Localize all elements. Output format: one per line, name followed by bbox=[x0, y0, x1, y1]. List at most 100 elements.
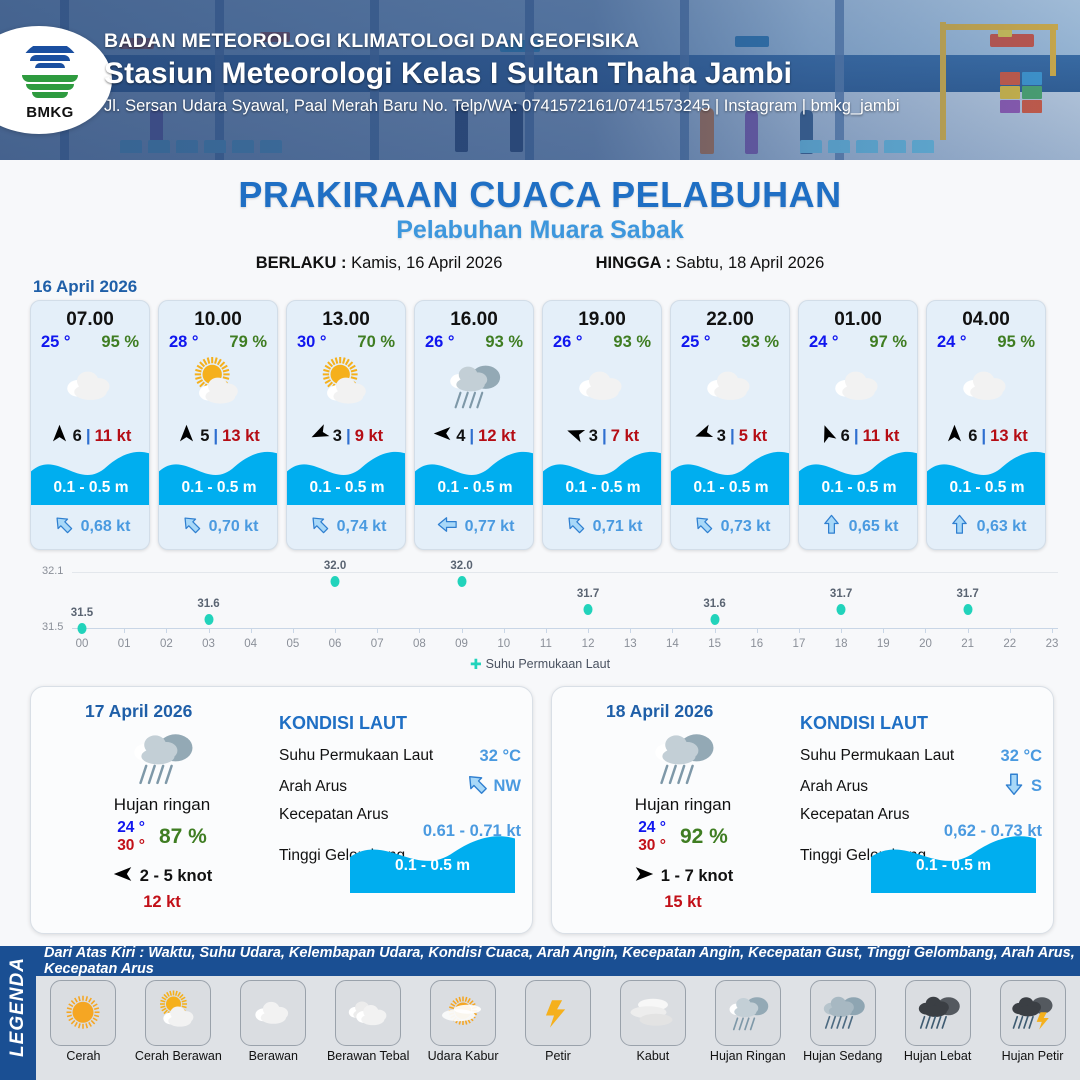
card-humidity: 93 % bbox=[613, 333, 651, 351]
card-temperature: 25 ° bbox=[681, 333, 711, 351]
header-text-block: BADAN METEOROLOGI KLIMATOLOGI DAN GEOFIS… bbox=[104, 30, 1054, 116]
panel-temp-min: 24 ° bbox=[117, 819, 145, 836]
hourly-card: 10.00 28 ° 79 % 5 | 13 kt 0.1 - 0.5 m 0,… bbox=[158, 300, 278, 550]
panel-date: 18 April 2026 bbox=[606, 701, 714, 721]
chart-x-tick bbox=[335, 628, 337, 633]
wave-graphic bbox=[871, 831, 1036, 893]
panel-humidity: 87 % bbox=[158, 824, 207, 848]
separator: | bbox=[981, 426, 987, 445]
wind-direction-arrow-icon bbox=[565, 423, 586, 449]
weather-icon-berawan bbox=[799, 355, 917, 417]
wind-direction-arrow-icon bbox=[309, 423, 330, 449]
legend-item-label: Udara Kabur bbox=[427, 1049, 499, 1063]
weather-icon-berawan bbox=[671, 355, 789, 417]
chart-data-point bbox=[963, 604, 973, 616]
card-gust: 9 kt bbox=[354, 426, 384, 445]
card-gust: 11 kt bbox=[862, 426, 900, 445]
current-direction-arrow-icon bbox=[1001, 771, 1027, 802]
legend-note: Dari Atas Kiri : Waktu, Suhu Udara, Kele… bbox=[36, 945, 1080, 977]
wave-graphic bbox=[350, 831, 515, 893]
chart-x-tick bbox=[630, 628, 632, 633]
legend-side-tab: LEGENDA bbox=[0, 946, 36, 1080]
hourly-card: 22.00 25 ° 93 % 3 | 5 kt 0.1 - 0.5 m 0,7… bbox=[670, 300, 790, 550]
chart-legend-label: Suhu Permukaan Laut bbox=[485, 656, 611, 671]
wind-direction-arrow-icon bbox=[633, 863, 655, 890]
legend-item-label: Berawan Tebal bbox=[326, 1049, 410, 1063]
wave-graphic bbox=[31, 447, 149, 505]
weather-icon-berawan-tebal bbox=[335, 980, 402, 1046]
legend-item: Cerah Berawan bbox=[131, 976, 226, 1080]
weather-icon-cerah bbox=[50, 980, 117, 1046]
sst-value: 32 °C bbox=[479, 746, 521, 765]
chart-x-tick bbox=[756, 628, 758, 633]
panel-wave-value: 0.1 - 0.5 m bbox=[395, 857, 470, 874]
card-time: 19.00 bbox=[578, 309, 626, 330]
chart-x-tick bbox=[208, 628, 210, 633]
current-direction-arrow-icon bbox=[692, 513, 715, 541]
chart-x-tick bbox=[672, 628, 674, 633]
daily-panel: 18 April 2026 Hujan ringan 24 ° 30 ° 92 … bbox=[551, 686, 1054, 934]
wave-graphic bbox=[927, 447, 1045, 505]
card-temperature: 28 ° bbox=[169, 333, 199, 351]
chart-data-point bbox=[836, 604, 846, 616]
chart-point-label: 32.0 bbox=[450, 560, 473, 573]
chart-x-tick bbox=[967, 628, 969, 633]
chart-data-point bbox=[710, 613, 720, 625]
valid-from-value: Kamis, 16 April 2026 bbox=[351, 254, 503, 272]
chart-x-tick-label: 13 bbox=[623, 638, 637, 650]
weather-icon-hujan-ringan bbox=[578, 723, 788, 793]
chart-x-tick bbox=[503, 628, 505, 633]
chart-x-tick-label: 00 bbox=[75, 638, 89, 650]
weather-icon-udara-kabur bbox=[430, 980, 497, 1046]
valid-until-value: Sabtu, 18 April 2026 bbox=[675, 254, 825, 272]
chart-x-tick-label: 04 bbox=[244, 638, 258, 650]
current-speed-value: 0,62 - 0.73 kt bbox=[943, 822, 1042, 840]
daily-forecast-panels: 17 April 2026 Hujan ringan 24 ° 30 ° 87 … bbox=[30, 686, 1054, 934]
panel-temp-max: 30 ° bbox=[117, 836, 145, 854]
card-humidity: 95 % bbox=[101, 333, 139, 351]
bmkg-logo: BMKG bbox=[0, 26, 112, 134]
card-wind-speed: 6 bbox=[840, 426, 850, 445]
valid-from-label: BERLAKU : bbox=[255, 254, 347, 272]
separator: | bbox=[345, 426, 351, 445]
chart-point-label: 31.7 bbox=[956, 588, 979, 601]
chart-data-point bbox=[204, 613, 214, 625]
chart-legend-marker: ✚ bbox=[469, 656, 482, 672]
legend-item-label: Berawan bbox=[248, 1049, 298, 1063]
weather-icon-hujan-petir bbox=[999, 980, 1066, 1046]
legend-item: Hujan Lebat bbox=[890, 976, 985, 1080]
current-direction-arrow-icon bbox=[948, 513, 971, 541]
chart-point-label: 31.7 bbox=[576, 588, 600, 601]
chart-gridline bbox=[72, 572, 1058, 573]
card-time: 13.00 bbox=[322, 309, 370, 330]
panel-condition: Hujan ringan bbox=[113, 795, 211, 814]
chart-x-tick-label: 09 bbox=[455, 638, 468, 650]
card-time: 04.00 bbox=[962, 309, 1010, 330]
current-speed-label: Kecepatan Arus bbox=[800, 806, 910, 823]
legend-item-label: Hujan Lebat bbox=[903, 1049, 972, 1063]
hourly-date-label: 16 April 2026 bbox=[33, 277, 138, 296]
chart-x-tick-label: 05 bbox=[286, 638, 300, 650]
card-humidity: 97 % bbox=[869, 333, 907, 351]
chart-x-axis bbox=[72, 628, 1058, 629]
panel-wave-value: 0.1 - 0.5 m bbox=[916, 857, 991, 874]
sst-label: Suhu Permukaan Laut bbox=[800, 747, 955, 764]
card-humidity: 95 % bbox=[997, 333, 1035, 351]
legend-item: Kabut bbox=[605, 976, 700, 1080]
legend-item: Hujan Ringan bbox=[700, 976, 795, 1080]
current-direction-value: S bbox=[1030, 777, 1042, 795]
legend-item: Udara Kabur bbox=[416, 976, 511, 1080]
card-temperature: 30 ° bbox=[297, 333, 327, 351]
card-gust: 7 kt bbox=[610, 426, 640, 445]
weather-icon-hujan-ringan bbox=[57, 723, 267, 793]
wave-graphic bbox=[799, 447, 917, 505]
wind-direction-arrow-icon bbox=[176, 423, 197, 449]
chart-x-tick-label: 03 bbox=[202, 638, 215, 650]
wind-direction-arrow-icon bbox=[693, 423, 714, 449]
agency-name: BADAN METEOROLOGI KLIMATOLOGI DAN GEOFIS… bbox=[104, 30, 640, 52]
chart-point-label: 32.0 bbox=[323, 560, 347, 573]
chart-x-tick-label: 19 bbox=[876, 638, 890, 650]
chart-y-tick-label: 31.5 bbox=[42, 621, 64, 633]
weather-icon-hujan-ringan bbox=[714, 980, 781, 1046]
chart-x-tick bbox=[292, 628, 294, 633]
